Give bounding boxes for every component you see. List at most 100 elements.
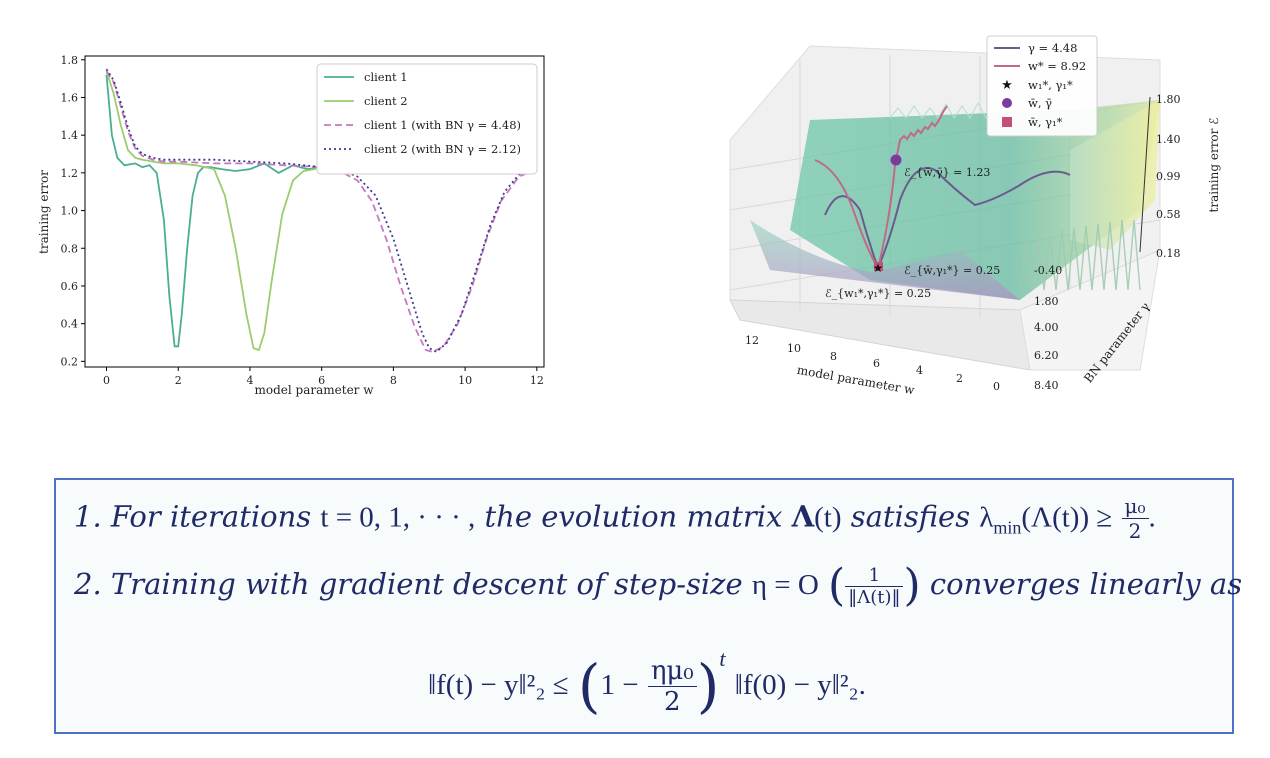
- z-axis-label: training error ℰ: [1207, 118, 1221, 213]
- item-number: 1.: [74, 499, 102, 534]
- right-surface-chart: ★ ℰ_{w̄,γ̄} = 1.23 ℰ_{w̄,γ₁*} = 0.25 ℰ_{…: [729, 35, 1221, 398]
- left-line-chart: 0 2 4 6 8 10 12 0.2 0.4 0.6 0.8 1.0 1.2 1.4 1.6 1.8 mo…: [37, 54, 545, 397]
- fraction: 1 ‖Λ(t)‖: [845, 565, 904, 608]
- fraction-numerator: ημ₀: [647, 656, 697, 687]
- gamma-tick-label: 4.00: [1034, 321, 1059, 334]
- theorem-item-2: 2. Training with gradient descent of ste…: [74, 564, 1242, 608]
- item-number: 2.: [74, 567, 102, 601]
- w-tick-label: 10: [787, 342, 801, 355]
- y-tick-label: 1.4: [61, 129, 79, 142]
- gamma-tick-label: 1.80: [1034, 295, 1059, 308]
- annotation-wbar-gammabar: ℰ_{w̄,γ̄} = 1.23: [904, 166, 990, 179]
- annotation-wstar-gammastar: ℰ_{w₁*,γ₁*} = 0.25: [825, 287, 931, 300]
- equation-rhs: ‖f(0) − y‖²₂.: [734, 669, 866, 701]
- y-tick-label: 0.8: [61, 242, 79, 255]
- w-tick-label: 12: [745, 334, 759, 347]
- math: (Λ(t)) ≥: [1021, 501, 1113, 534]
- z-axis-line: [1139, 96, 1151, 253]
- math: (t): [814, 501, 842, 534]
- fraction-denominator: 2: [664, 686, 681, 717]
- series-line-3: [105, 70, 538, 353]
- y-tick-label: 0.6: [61, 280, 79, 293]
- legend-label: client 1 (with BN γ = 4.48): [364, 118, 521, 132]
- legend-label: w̄, γ₁*: [1028, 115, 1063, 129]
- legend-circle-icon: [1002, 98, 1012, 108]
- x-tick-label: 6: [318, 374, 325, 387]
- legend-label: w* = 8.92: [1028, 59, 1086, 73]
- w-star-curve: [814, 105, 948, 271]
- y-tick-label: 0.2: [61, 355, 79, 368]
- fraction: ημ₀ 2: [647, 656, 697, 717]
- y-ticks: 0.2 0.4 0.6 0.8 1.0 1.2 1.4 1.6 1.8: [61, 54, 85, 368]
- w-star-gamma-star-marker: ★: [873, 261, 884, 275]
- legend: γ = 4.48 w* = 8.92 ★ w₁*, γ₁* w̄, γ̄ w̄,…: [986, 35, 1098, 137]
- math-bold: Λ: [791, 499, 815, 534]
- gamma-ticks: -0.40 1.80 4.00 6.20 8.40: [1034, 264, 1062, 392]
- w-tick-label: 2: [956, 372, 963, 385]
- legend-label: w₁*, γ₁*: [1028, 78, 1073, 92]
- equation-one-minus: 1 −: [600, 669, 639, 701]
- legend-label: γ = 4.48: [1028, 41, 1077, 55]
- math-subscript: min: [993, 517, 1022, 538]
- w-tick-label: 4: [916, 364, 923, 377]
- legend-label: w̄, γ̄: [1028, 96, 1052, 110]
- fraction-numerator: μ₀: [1121, 494, 1149, 519]
- w-bar-gamma-star-marker: [874, 262, 883, 271]
- w-bar-gamma-bar-marker: [890, 154, 902, 166]
- side-pane: [1019, 249, 1161, 371]
- x-tick-label: 4: [246, 374, 253, 387]
- fraction-numerator: 1: [845, 565, 904, 587]
- item-text: the evolution matrix: [484, 499, 783, 534]
- paren-right: ): [696, 652, 720, 720]
- w-tick-label: 6: [873, 357, 880, 370]
- legend-star-icon: ★: [1001, 78, 1013, 93]
- z-ticks: 1.80 1.40 0.99 0.58 0.18: [1156, 93, 1181, 260]
- annotation-wbar-gammastar: ℰ_{w̄,γ₁*} = 0.25: [904, 264, 1000, 277]
- item-text: Training with gradient descent of step-s…: [110, 567, 743, 601]
- theorem-box: 1. For iterations t = 0, 1, · · · , the …: [54, 478, 1242, 734]
- surface-ripples: [1019, 219, 1141, 291]
- z-tick-label: 1.40: [1156, 133, 1181, 146]
- w-tick-label: 0: [993, 380, 1000, 393]
- x-tick-label: 8: [390, 374, 397, 387]
- surface-right-ridge: [1070, 100, 1160, 250]
- y-tick-label: 0.4: [61, 318, 79, 331]
- equation-exponent: t: [719, 646, 726, 671]
- legend-label: client 2 (with BN γ = 2.12): [364, 142, 521, 156]
- plot-area: [84, 55, 545, 368]
- x-tick-label: 0: [103, 374, 110, 387]
- math: η = O: [751, 569, 819, 601]
- fraction-denominator: 2: [1128, 519, 1142, 543]
- paren-left: (: [577, 652, 601, 720]
- y-tick-label: 1.0: [61, 205, 79, 218]
- y-tick-label: 1.8: [61, 54, 79, 67]
- w-axis-label: model parameter w: [796, 363, 916, 398]
- surface-well: [750, 220, 1020, 300]
- w-tick-label: 8: [830, 350, 837, 363]
- x-tick-label: 12: [530, 374, 544, 387]
- theorem-equation: ‖f(t) − y‖²₂ ≤ (1 − ημ₀ 2)t ‖f(0) − y‖²₂.: [428, 646, 866, 717]
- gamma-tick-label: 8.40: [1034, 379, 1059, 392]
- item-text: satisfies: [850, 499, 971, 534]
- legend-square-icon: [1002, 117, 1012, 127]
- math: λ: [979, 501, 994, 534]
- y-tick-label: 1.6: [61, 91, 79, 104]
- y-axis-label: training error: [37, 170, 51, 254]
- x-tick-label: 2: [175, 374, 182, 387]
- legend-label: client 1: [364, 70, 408, 84]
- z-tick-label: 1.80: [1156, 93, 1181, 106]
- legend: client 1 client 2 client 1 (with BN γ = 4.…: [316, 63, 538, 175]
- x-axis-label: model parameter w: [255, 383, 375, 397]
- gamma-tick-label: -0.40: [1034, 264, 1062, 277]
- gamma-curve: [824, 167, 1071, 271]
- paren-right: ): [903, 560, 921, 611]
- item-text: converges linearly as: [929, 567, 1243, 601]
- fraction-denominator: ‖Λ(t)‖: [848, 586, 901, 608]
- z-tick-label: 0.18: [1156, 247, 1181, 260]
- fraction: μ₀ 2: [1121, 494, 1149, 543]
- x-ticks: 0 2 4 6 8 10 12: [103, 367, 544, 387]
- y-tick-label: 1.2: [61, 167, 79, 180]
- x-tick-label: 10: [458, 374, 472, 387]
- z-tick-label: 0.58: [1156, 208, 1181, 221]
- legend-frame: [986, 35, 1098, 137]
